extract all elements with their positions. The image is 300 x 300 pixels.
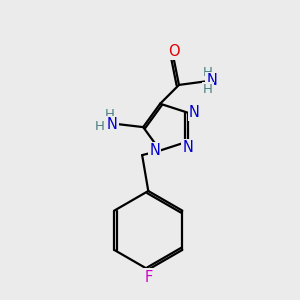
Text: H: H xyxy=(203,66,213,79)
Text: N: N xyxy=(107,117,118,132)
Text: N: N xyxy=(207,73,218,88)
Text: H: H xyxy=(105,108,115,121)
Text: O: O xyxy=(168,44,180,59)
Text: H: H xyxy=(95,120,105,133)
Text: N: N xyxy=(182,140,193,155)
Text: N: N xyxy=(149,143,160,158)
Text: F: F xyxy=(144,270,152,285)
Text: H: H xyxy=(203,83,213,96)
Text: N: N xyxy=(189,105,200,120)
